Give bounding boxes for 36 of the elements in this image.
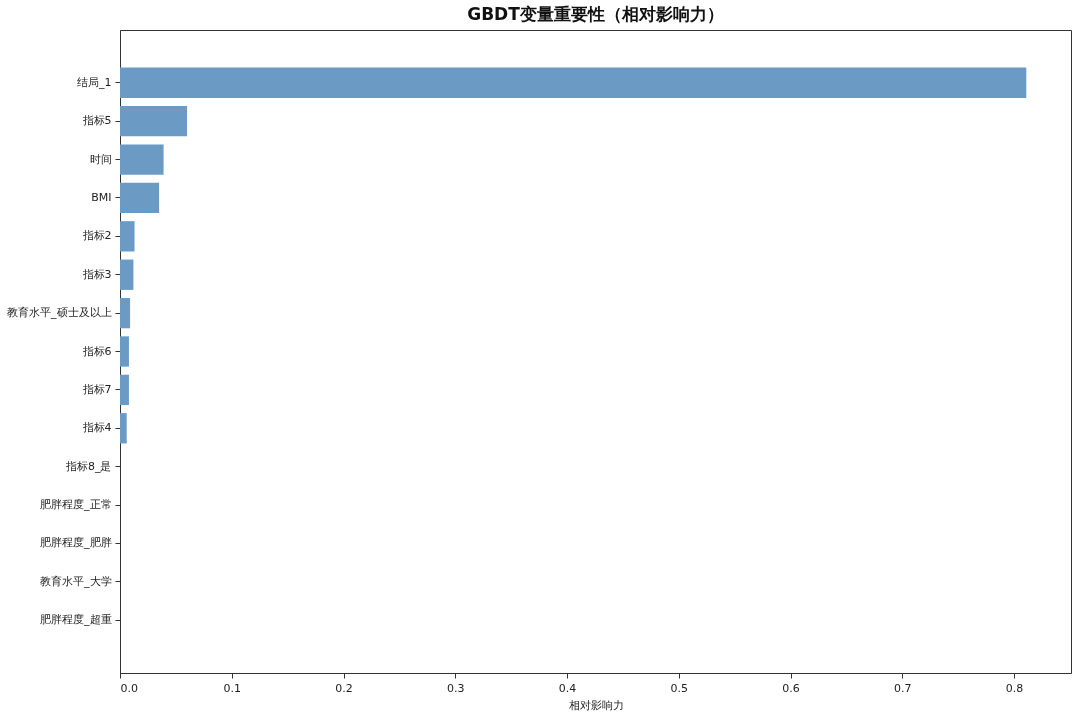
x-tick-label: 0.3 <box>447 681 465 695</box>
y-tick-label: 指标2 <box>81 229 112 243</box>
bar <box>120 413 127 444</box>
x-axis-title: 相对影响力 <box>568 698 624 712</box>
bar <box>120 336 129 367</box>
bar <box>120 221 135 252</box>
x-tick-label: 0.7 <box>894 681 912 695</box>
bar <box>120 259 134 290</box>
bar <box>120 297 131 329</box>
bar <box>120 106 188 137</box>
y-tick-label: 教育水平_大学 <box>40 574 112 588</box>
bar <box>120 67 1027 98</box>
x-tick-label: 0.4 <box>558 681 577 695</box>
x-tick-label: 0.1 <box>223 681 241 695</box>
y-tick-label: 肥胖程度_肥胖 <box>40 536 112 550</box>
y-tick-label: 肥胖程度_正常 <box>40 498 112 512</box>
bar <box>120 374 129 406</box>
x-tick-label: 0.6 <box>782 681 800 695</box>
y-tick-label: 指标6 <box>81 344 112 358</box>
y-tick-label: 指标3 <box>81 267 112 281</box>
y-tick-label: BMI <box>91 190 112 204</box>
y-tick-label: 指标4 <box>81 421 112 435</box>
y-tick-label: 指标7 <box>81 382 112 396</box>
y-tick-label: 指标5 <box>81 114 112 128</box>
bar <box>120 144 164 175</box>
y-tick-label: 肥胖程度_超重 <box>40 613 112 627</box>
y-tick-label: 教育水平_硕士及以上 <box>7 306 112 320</box>
x-tick-label: 0.5 <box>670 681 688 695</box>
bar <box>120 182 160 214</box>
y-tick-label: 时间 <box>89 152 112 166</box>
x-tick-label: 0.8 <box>1005 681 1024 695</box>
y-tick-label: 结局_1 <box>77 75 112 89</box>
x-tick-label: 0.2 <box>335 681 353 695</box>
x-tick-label: 0.0 <box>120 681 138 695</box>
y-tick-label: 指标8_是 <box>65 459 112 473</box>
chart-title: GBDT变量重要性（相对影响力） <box>467 4 724 24</box>
